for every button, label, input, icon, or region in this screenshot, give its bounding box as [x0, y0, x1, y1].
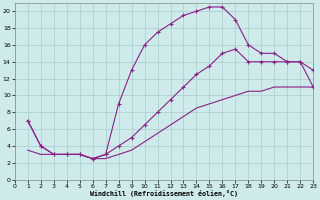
X-axis label: Windchill (Refroidissement éolien,°C): Windchill (Refroidissement éolien,°C)	[90, 190, 238, 197]
